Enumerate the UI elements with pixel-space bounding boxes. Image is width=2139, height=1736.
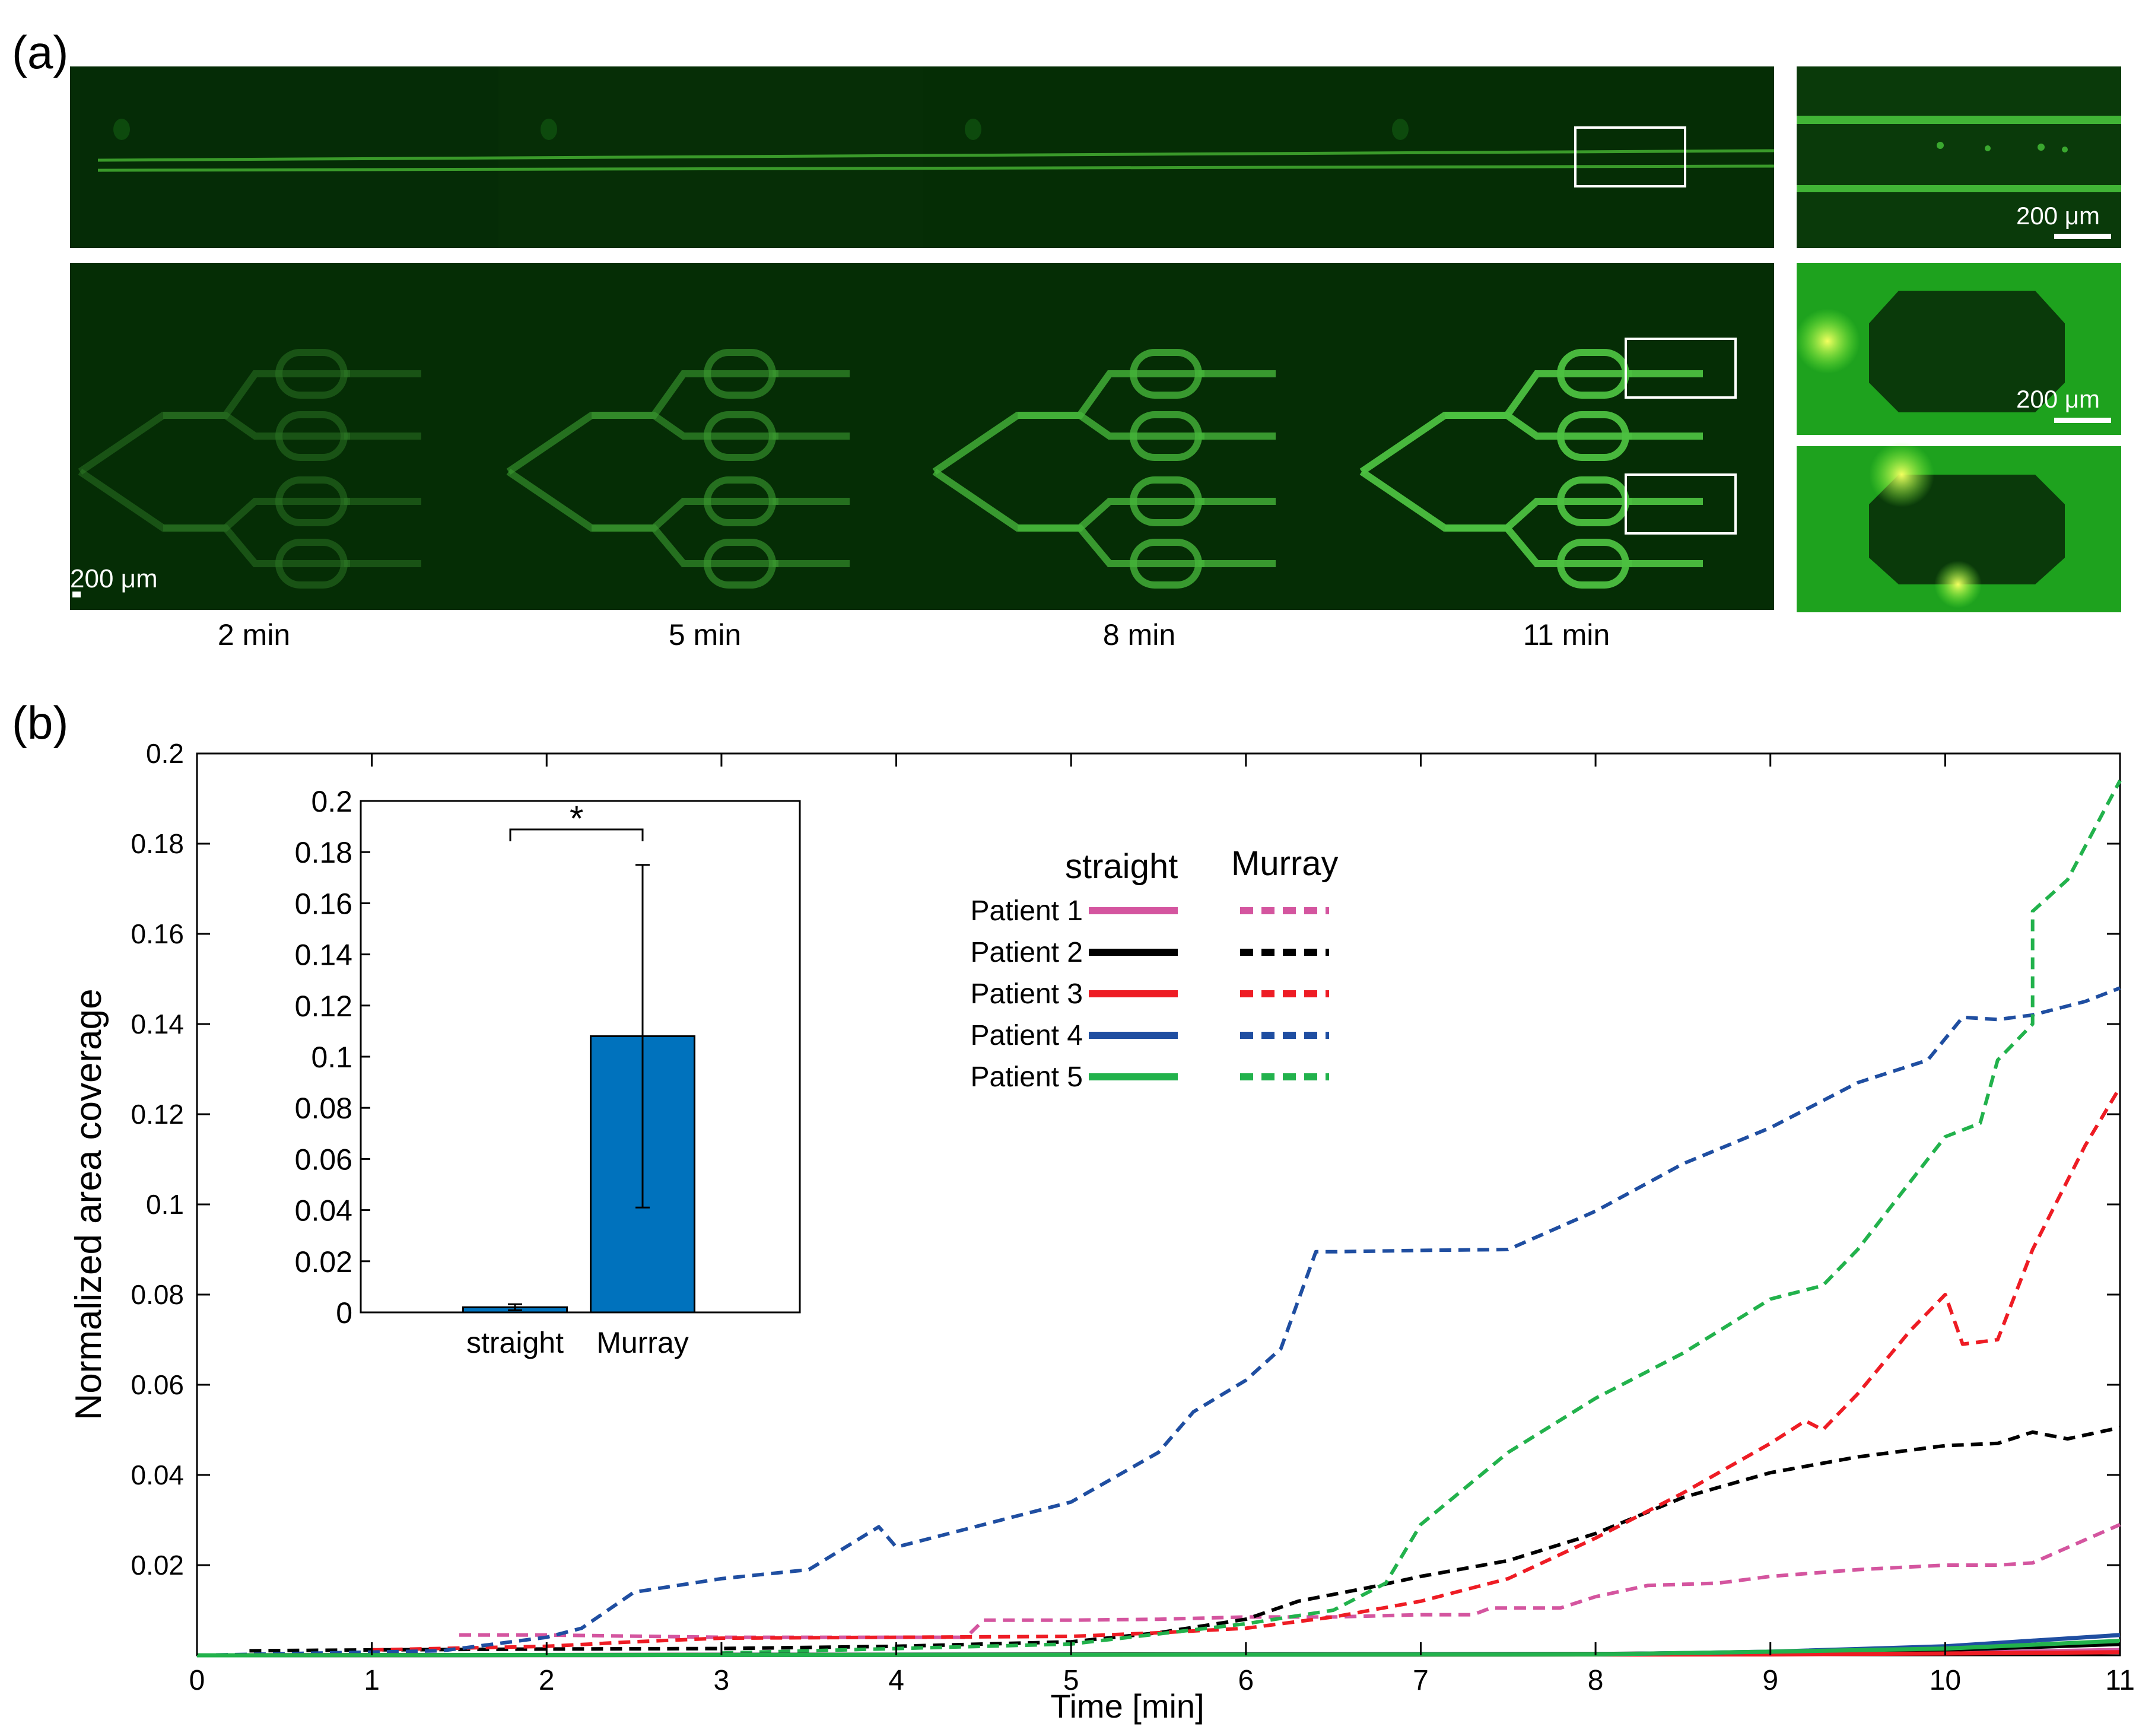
y-tick-label: 0.04: [131, 1460, 184, 1490]
legend-header-murray: Murray: [1231, 844, 1338, 883]
inset-y-tick-label: 0.02: [295, 1245, 352, 1279]
y-tick-label: 0.16: [131, 918, 184, 949]
x-tick-label: 8: [1588, 1665, 1604, 1696]
inset-y-tick-label: 0.06: [295, 1143, 352, 1176]
zoom-box-straight: [1574, 126, 1686, 187]
inset-scale-bar-1: [2054, 234, 2111, 239]
scale-bar: [72, 592, 81, 597]
time-label-5min: 5 min: [669, 618, 741, 651]
y-tick-label: 0.14: [131, 1009, 184, 1039]
x-tick-label: 4: [888, 1665, 904, 1696]
x-tick-label: 1: [364, 1665, 380, 1696]
time-label-11min: 11 min: [1523, 618, 1610, 651]
inset-y-tick-label: 0: [336, 1296, 352, 1330]
inset-y-tick-label: 0.18: [295, 836, 352, 869]
inset-bar-chart: 00.020.040.060.080.10.120.140.160.180.2 …: [295, 785, 801, 1359]
panel-b-label: (b): [12, 697, 68, 749]
y-tick-label: 0.1: [146, 1189, 184, 1220]
inset-scale-bar-2: [2054, 418, 2111, 423]
series-line-patient-2-murray: [249, 1426, 2121, 1653]
x-tick-label: 10: [1930, 1665, 1961, 1696]
network-1: [78, 349, 421, 589]
x-axis-label: Time [min]: [1050, 1687, 1204, 1725]
x-tick-label: 9: [1762, 1665, 1778, 1696]
legend-header-straight: straight: [1065, 847, 1178, 886]
network-2: [506, 349, 850, 589]
inset-network-2: [1797, 442, 2121, 612]
x-tick-label: 11: [2105, 1665, 2135, 1696]
y-tick-label: 0.18: [131, 828, 184, 859]
series-line-patient-5-murray: [721, 780, 2122, 1655]
scale-bar-label: 200 μm: [70, 564, 158, 593]
y-tick-label: 0.02: [131, 1550, 184, 1581]
micrograph-11min-straight: [1350, 66, 1774, 248]
time-label-2min: 2 min: [218, 618, 290, 651]
legend: straight Murray Patient 1 Patient 2 Patien…: [971, 844, 1339, 1093]
series-line-patient-4-murray: [196, 986, 2121, 1657]
y-tick-label: 0.12: [131, 1099, 184, 1130]
inset-x-tick-label: Murray: [596, 1326, 689, 1359]
legend-label-patient-5: Patient 5: [971, 1061, 1083, 1093]
panel-a-label: (a): [12, 26, 68, 78]
network-3: [932, 349, 1276, 589]
straight-channel-micrographs: [70, 66, 1775, 248]
inset-y-tick-label: 0.12: [295, 990, 352, 1023]
x-tick-label: 5: [1063, 1665, 1079, 1696]
series-line-patient-3-murray: [371, 1086, 2122, 1652]
inset-scale-label-1: 200 μm: [2016, 202, 2100, 230]
zoom-box-network-2: [1625, 473, 1737, 535]
significance-marker: *: [570, 799, 583, 838]
murray-network-micrographs: 200 μm: [70, 263, 1774, 610]
inset-y-tick-label: 0.04: [295, 1194, 352, 1228]
legend-label-patient-2: Patient 2: [971, 937, 1083, 968]
y-axis-label: Normalized area coverage: [68, 988, 109, 1420]
inset-scale-label-2: 200 μm: [2016, 385, 2100, 413]
inset-y-tick-label: 0.08: [295, 1092, 352, 1125]
y-tick-label: 0.06: [131, 1369, 184, 1400]
legend-label-patient-1: Patient 1: [971, 895, 1083, 927]
micrograph-8min-straight: [923, 66, 1350, 248]
y-tick-label: 0.08: [131, 1279, 184, 1310]
x-tick-label: 2: [539, 1665, 555, 1696]
inset-y-tick-label: 0.1: [311, 1041, 352, 1074]
x-tick-label: 6: [1238, 1665, 1254, 1696]
inset-y-tick-label: 0.2: [311, 785, 352, 818]
y-tick-label: 0.2: [146, 738, 184, 769]
legend-label-patient-3: Patient 3: [971, 978, 1083, 1010]
inset-plot-area: [360, 800, 801, 1314]
x-tick-label: 3: [714, 1665, 730, 1696]
network-4: [1359, 349, 1703, 589]
time-label-8min: 8 min: [1103, 618, 1175, 651]
inset-y-tick-label: 0.14: [295, 939, 352, 972]
inset-y-tick-label: 0.16: [295, 887, 352, 920]
legend-label-patient-4: Patient 4: [971, 1020, 1083, 1051]
inset-x-tick-label: straight: [466, 1326, 564, 1359]
inset-straight: 200 μm: [1797, 66, 2121, 248]
zoom-box-network-1: [1625, 338, 1737, 399]
significance-bracket: *: [509, 799, 644, 841]
inset-network-1: 200 μm: [1795, 263, 2121, 435]
x-tick-label: 0: [189, 1665, 205, 1696]
x-tick-label: 7: [1413, 1665, 1429, 1696]
